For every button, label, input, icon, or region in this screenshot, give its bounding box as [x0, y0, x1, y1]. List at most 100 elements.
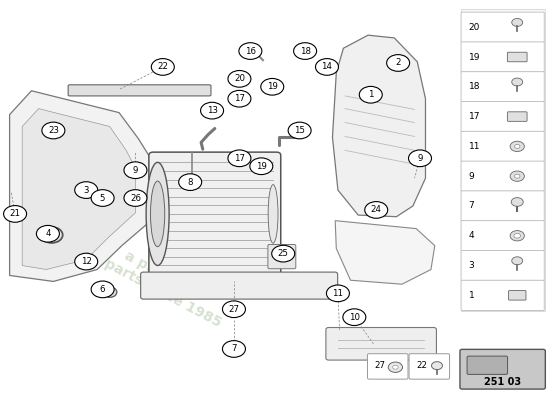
- Circle shape: [359, 86, 382, 103]
- Ellipse shape: [103, 287, 117, 297]
- Circle shape: [294, 43, 317, 59]
- Polygon shape: [22, 109, 135, 270]
- Text: 17: 17: [234, 154, 245, 163]
- FancyBboxPatch shape: [149, 152, 280, 276]
- Circle shape: [514, 233, 520, 238]
- Ellipse shape: [268, 185, 278, 243]
- Text: 11: 11: [469, 142, 480, 151]
- Text: 10: 10: [349, 313, 360, 322]
- Text: 9: 9: [133, 166, 138, 175]
- Text: 3: 3: [469, 261, 475, 270]
- FancyBboxPatch shape: [326, 328, 437, 360]
- Circle shape: [250, 158, 273, 174]
- FancyBboxPatch shape: [460, 9, 545, 311]
- Circle shape: [36, 226, 59, 242]
- Text: a passion
for parts since 1985: a passion for parts since 1985: [78, 229, 232, 330]
- FancyBboxPatch shape: [461, 161, 544, 191]
- Circle shape: [261, 78, 284, 95]
- Circle shape: [327, 285, 349, 302]
- Circle shape: [388, 362, 403, 372]
- Circle shape: [343, 309, 366, 326]
- Circle shape: [510, 230, 524, 241]
- Circle shape: [316, 58, 338, 75]
- FancyBboxPatch shape: [461, 131, 544, 162]
- Text: 20: 20: [469, 23, 480, 32]
- Text: 27: 27: [228, 305, 239, 314]
- Text: 22: 22: [416, 361, 427, 370]
- Text: 18: 18: [469, 82, 480, 91]
- FancyBboxPatch shape: [467, 356, 508, 374]
- Text: 16: 16: [245, 46, 256, 56]
- Text: 3: 3: [84, 186, 89, 194]
- FancyBboxPatch shape: [461, 42, 544, 72]
- Circle shape: [511, 198, 523, 206]
- Circle shape: [222, 301, 245, 318]
- Text: 18: 18: [300, 46, 311, 56]
- Text: 13: 13: [207, 106, 218, 115]
- Text: 22: 22: [157, 62, 168, 72]
- Circle shape: [75, 253, 98, 270]
- Text: 19: 19: [256, 162, 267, 171]
- Circle shape: [124, 162, 147, 178]
- Polygon shape: [332, 35, 426, 217]
- FancyBboxPatch shape: [461, 250, 544, 281]
- Circle shape: [288, 122, 311, 139]
- Text: 4: 4: [45, 229, 51, 238]
- Circle shape: [201, 102, 223, 119]
- Ellipse shape: [45, 230, 59, 240]
- Circle shape: [514, 144, 520, 148]
- Text: 5: 5: [100, 194, 106, 202]
- Text: 20: 20: [234, 74, 245, 83]
- Text: 12: 12: [81, 257, 92, 266]
- Circle shape: [222, 341, 245, 357]
- Text: 2: 2: [395, 58, 401, 68]
- Circle shape: [432, 362, 442, 370]
- Ellipse shape: [151, 181, 165, 247]
- Text: 9: 9: [417, 154, 423, 163]
- Text: 7: 7: [231, 344, 236, 354]
- Circle shape: [91, 281, 114, 298]
- Circle shape: [42, 122, 65, 139]
- FancyBboxPatch shape: [141, 272, 338, 299]
- Text: 17: 17: [469, 112, 480, 121]
- Text: 14: 14: [322, 62, 333, 72]
- Circle shape: [75, 182, 98, 198]
- FancyBboxPatch shape: [507, 52, 527, 62]
- Text: 11: 11: [332, 289, 343, 298]
- FancyBboxPatch shape: [461, 280, 544, 310]
- Circle shape: [365, 202, 388, 218]
- Circle shape: [512, 78, 522, 86]
- Circle shape: [393, 365, 398, 369]
- Circle shape: [124, 190, 147, 206]
- Text: 19: 19: [469, 52, 480, 62]
- Text: 26: 26: [130, 194, 141, 202]
- Text: 15: 15: [294, 126, 305, 135]
- Circle shape: [4, 206, 26, 222]
- FancyBboxPatch shape: [461, 72, 544, 102]
- FancyBboxPatch shape: [460, 349, 546, 389]
- Circle shape: [228, 70, 251, 87]
- Text: 9: 9: [469, 172, 475, 181]
- Circle shape: [228, 150, 251, 167]
- FancyBboxPatch shape: [507, 112, 527, 121]
- FancyBboxPatch shape: [409, 354, 449, 379]
- Circle shape: [151, 58, 174, 75]
- Text: 1: 1: [368, 90, 373, 99]
- Circle shape: [387, 55, 410, 71]
- Text: 1: 1: [469, 291, 475, 300]
- Text: 8: 8: [188, 178, 193, 187]
- Text: 27: 27: [375, 361, 386, 370]
- Circle shape: [510, 141, 524, 152]
- Text: 7: 7: [469, 202, 475, 210]
- Polygon shape: [9, 91, 152, 282]
- Text: 6: 6: [100, 285, 106, 294]
- Polygon shape: [335, 221, 435, 284]
- Text: 25: 25: [278, 249, 289, 258]
- Circle shape: [512, 257, 522, 265]
- Circle shape: [514, 174, 520, 178]
- Text: 21: 21: [9, 210, 20, 218]
- Text: 23: 23: [48, 126, 59, 135]
- Circle shape: [510, 171, 524, 181]
- FancyBboxPatch shape: [367, 354, 408, 379]
- FancyBboxPatch shape: [461, 221, 544, 251]
